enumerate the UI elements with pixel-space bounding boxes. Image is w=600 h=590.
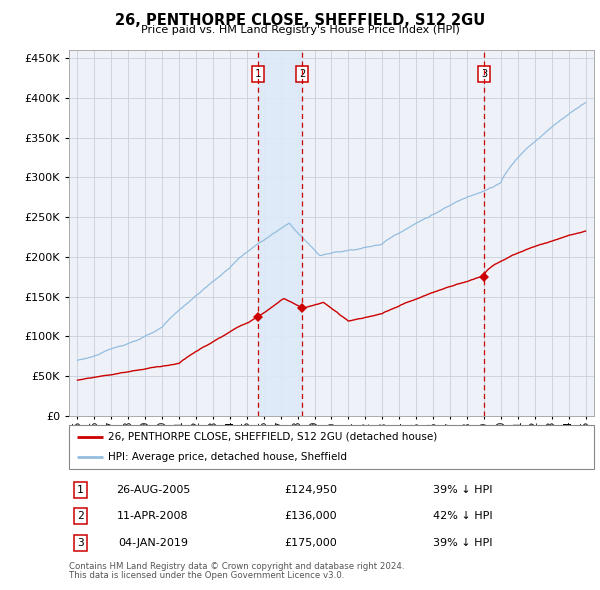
Text: 42% ↓ HPI: 42% ↓ HPI: [433, 512, 493, 521]
Text: 26, PENTHORPE CLOSE, SHEFFIELD, S12 2GU: 26, PENTHORPE CLOSE, SHEFFIELD, S12 2GU: [115, 13, 485, 28]
Text: 1: 1: [77, 485, 84, 495]
Text: Contains HM Land Registry data © Crown copyright and database right 2024.: Contains HM Land Registry data © Crown c…: [69, 562, 404, 571]
Text: £124,950: £124,950: [284, 485, 337, 495]
Text: 26-AUG-2005: 26-AUG-2005: [116, 485, 190, 495]
Text: 39% ↓ HPI: 39% ↓ HPI: [433, 537, 493, 548]
FancyBboxPatch shape: [69, 425, 594, 469]
Text: 26, PENTHORPE CLOSE, SHEFFIELD, S12 2GU (detached house): 26, PENTHORPE CLOSE, SHEFFIELD, S12 2GU …: [109, 432, 437, 442]
Text: 3: 3: [77, 537, 84, 548]
Text: 04-JAN-2019: 04-JAN-2019: [118, 537, 188, 548]
Text: This data is licensed under the Open Government Licence v3.0.: This data is licensed under the Open Gov…: [69, 571, 344, 579]
Text: HPI: Average price, detached house, Sheffield: HPI: Average price, detached house, Shef…: [109, 452, 347, 462]
Text: Price paid vs. HM Land Registry's House Price Index (HPI): Price paid vs. HM Land Registry's House …: [140, 25, 460, 35]
Text: 2: 2: [77, 512, 84, 521]
Text: 1: 1: [255, 69, 261, 79]
Text: £175,000: £175,000: [284, 537, 337, 548]
Text: 2: 2: [299, 69, 305, 79]
Bar: [258, 50, 302, 416]
Text: 39% ↓ HPI: 39% ↓ HPI: [433, 485, 493, 495]
Text: 3: 3: [481, 69, 487, 79]
Text: 11-APR-2008: 11-APR-2008: [117, 512, 189, 521]
Text: £136,000: £136,000: [284, 512, 337, 521]
